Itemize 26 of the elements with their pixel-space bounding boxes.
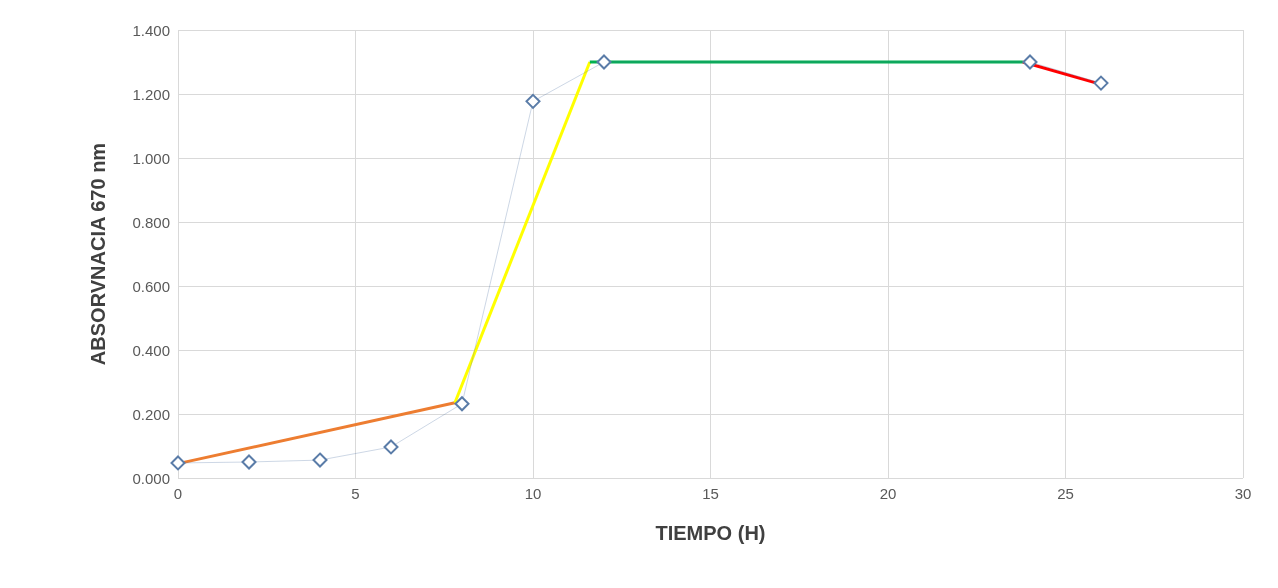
point: [525, 93, 541, 109]
y-axis-title: ABSORVNACIA 670 nm: [87, 142, 109, 366]
x-tick-label: 5: [351, 485, 360, 502]
point: [383, 439, 399, 455]
x-tick-label: 10: [524, 485, 542, 502]
y-tick-label: 1.200: [132, 85, 170, 103]
x-tick-label: 20: [879, 485, 897, 502]
point: [312, 452, 328, 468]
point: [454, 396, 470, 412]
y-tick-label: 0.600: [132, 277, 170, 295]
x-axis-title: TIEMPO (H): [655, 522, 766, 544]
x-tick-label: 15: [702, 485, 719, 502]
y-tick-label: 1.000: [132, 149, 170, 167]
point: [1093, 75, 1109, 91]
y-tick-label: 0.800: [132, 213, 170, 231]
point: [241, 454, 257, 470]
point: [596, 54, 612, 70]
x-tick-label: 25: [1057, 485, 1074, 502]
y-tick-label: 0.200: [132, 405, 170, 423]
x-tick-label: 0: [173, 485, 183, 502]
point: [170, 455, 186, 471]
point: [1022, 54, 1038, 70]
y-tick-label: 0.400: [132, 341, 170, 359]
y-tick-label: 0.000: [132, 469, 170, 487]
x-tick-label: 30: [1234, 485, 1252, 502]
y-tick-label: 1.400: [132, 21, 170, 39]
